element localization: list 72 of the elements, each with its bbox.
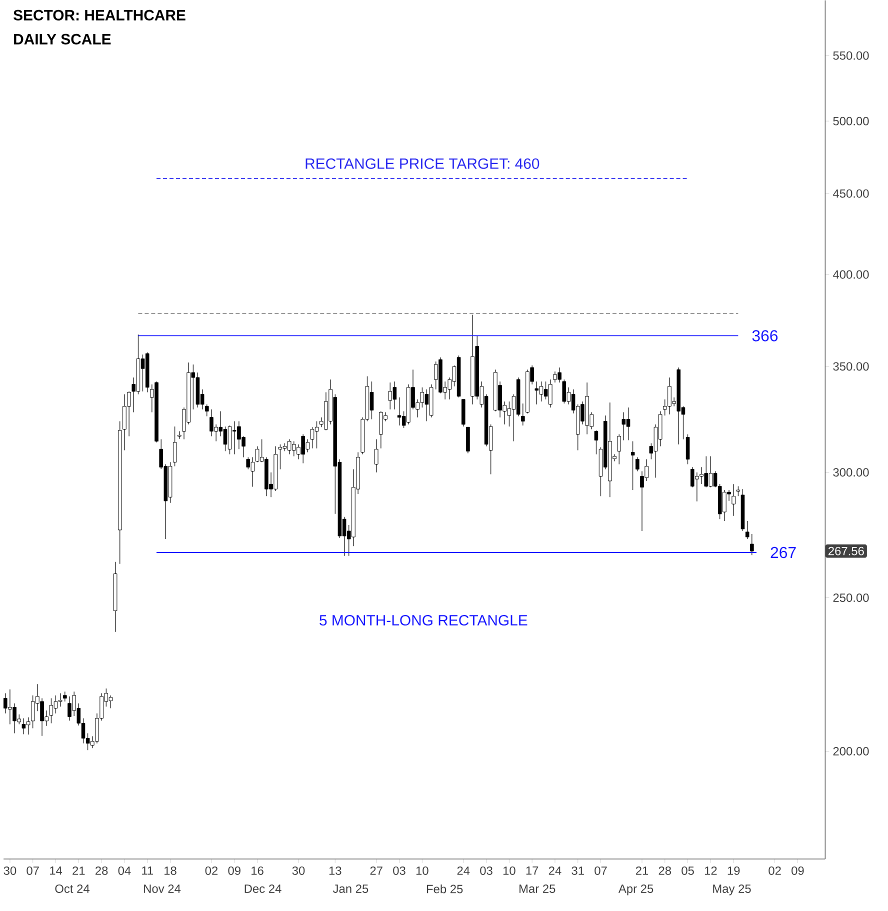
text: Nov 24 bbox=[144, 884, 181, 893]
y-tick-label: 250.00 bbox=[833, 594, 869, 602]
x-tick-label: 05 bbox=[682, 866, 694, 875]
x-tick-label: 02 bbox=[768, 866, 781, 875]
candlestick bbox=[204, 404, 209, 417]
x-tick-label: 18 bbox=[164, 866, 176, 875]
x-tick-label: 14 bbox=[50, 866, 62, 875]
candlestick bbox=[732, 484, 736, 516]
text: Mar 25 bbox=[519, 884, 556, 893]
x-tick-label: 21 bbox=[72, 866, 85, 875]
x-tick-label: 02 bbox=[205, 866, 218, 875]
candlestick bbox=[62, 691, 67, 702]
series-label: 267 bbox=[770, 546, 796, 558]
x-tick-label: 07 bbox=[594, 866, 607, 875]
x-tick-label: 04 bbox=[118, 866, 131, 875]
x-tick-label: 30 bbox=[4, 866, 16, 875]
y-tick-label: 200.00 bbox=[833, 747, 869, 756]
x-tick-label: 11 bbox=[142, 866, 153, 875]
y-tick-label: 350.00 bbox=[833, 362, 869, 371]
y-tick-label: 550.00 bbox=[833, 51, 869, 60]
x-tick-label: 28 bbox=[658, 866, 671, 875]
text: Jan 25 bbox=[332, 884, 368, 893]
candlestick bbox=[548, 379, 552, 408]
candlestick bbox=[172, 426, 177, 467]
candlestick bbox=[736, 486, 740, 496]
x-tick-label: 10 bbox=[503, 866, 516, 875]
x-tick-label: 03 bbox=[393, 866, 406, 875]
candlestick bbox=[635, 456, 640, 472]
candlestick bbox=[278, 444, 282, 470]
text: Dec 24 bbox=[244, 884, 282, 893]
x-tick-label: 03 bbox=[480, 866, 492, 875]
series-label: 366 bbox=[752, 330, 778, 342]
text: May 25 bbox=[713, 884, 751, 896]
x-tick-label: 16 bbox=[251, 866, 264, 875]
x-tick-label: 17 bbox=[526, 866, 538, 875]
candlestick bbox=[49, 698, 54, 724]
candlestick bbox=[630, 440, 635, 490]
x-tick-label: 24 bbox=[548, 866, 562, 875]
candlestick bbox=[750, 534, 754, 556]
series-label: RECTANGLE PRICE TARGET: 460 bbox=[306, 158, 540, 169]
x-tick-label: 27 bbox=[370, 866, 382, 875]
candlestick bbox=[520, 403, 525, 426]
chart-title: SECTOR: HEALTHCARE bbox=[13, 10, 186, 20]
x-tick-label: 09 bbox=[228, 866, 240, 875]
x-tick-label: 28 bbox=[95, 866, 108, 875]
candlestick bbox=[745, 520, 750, 540]
x-tick-label: 30 bbox=[292, 866, 305, 875]
candlestick bbox=[617, 434, 621, 464]
y-tick-label: 500.00 bbox=[833, 116, 869, 126]
text: Feb 25 bbox=[426, 884, 463, 894]
y-tick-label: 450.00 bbox=[832, 189, 869, 198]
candlestick bbox=[314, 420, 319, 449]
x-tick-label: 13 bbox=[329, 866, 342, 875]
x-tick-label: 07 bbox=[26, 866, 39, 875]
y-tick-label: 400.00 bbox=[832, 270, 869, 279]
candlestick bbox=[686, 434, 690, 464]
y-tick-label: 300.00 bbox=[833, 468, 869, 477]
x-tick-label: 10 bbox=[416, 866, 428, 875]
x-tick-label: 31 bbox=[572, 866, 584, 875]
candlestick bbox=[374, 438, 378, 473]
x-tick-label: 09 bbox=[791, 866, 804, 875]
text: Oct 24 bbox=[55, 884, 90, 893]
text: Apr 25 bbox=[618, 884, 654, 896]
x-tick-label: 19 bbox=[728, 866, 740, 875]
candlestick bbox=[58, 692, 62, 707]
x-tick-label: 12 bbox=[704, 866, 717, 875]
annotation: 5 MONTH-LONG RECTANGLE bbox=[319, 614, 528, 626]
text: 267.56 bbox=[828, 546, 864, 556]
x-tick-label: 24 bbox=[457, 866, 470, 875]
candlestick bbox=[594, 430, 598, 455]
text: DAILY SCALE bbox=[14, 34, 111, 44]
x-tick-label: 21 bbox=[636, 866, 648, 875]
